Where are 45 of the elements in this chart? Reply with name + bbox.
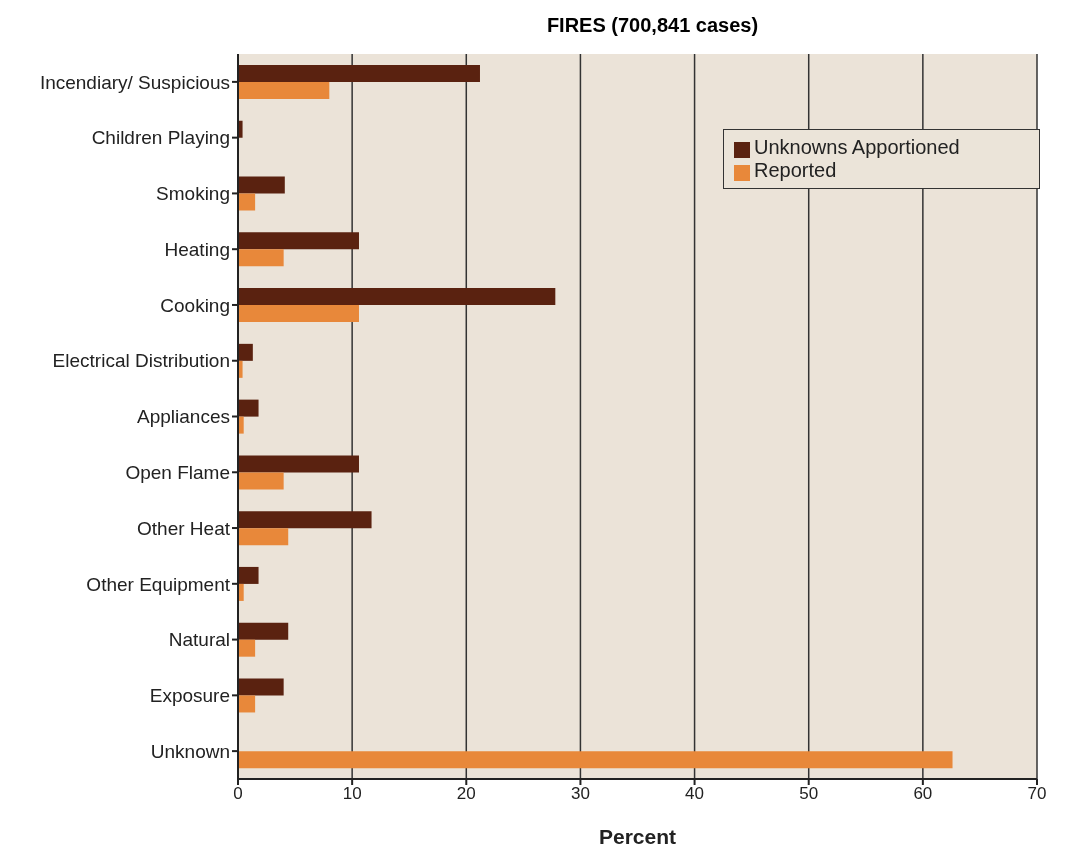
y-tick-label: Electrical Distribution — [52, 350, 230, 372]
x-tick-label: 0 — [233, 784, 243, 804]
bar — [238, 511, 372, 529]
x-tick-label: 10 — [342, 784, 362, 804]
x-axis-title: Percent — [598, 825, 677, 848]
bar — [238, 639, 256, 657]
bar — [238, 678, 284, 696]
y-tick-label: Unknown — [150, 740, 230, 762]
bar — [238, 176, 285, 194]
bar — [238, 472, 284, 490]
bar — [238, 751, 953, 769]
y-tick-label: Appliances — [137, 406, 230, 428]
bar — [238, 232, 359, 250]
y-tick-label: Open Flame — [125, 462, 230, 484]
chart-title: FIRES (700,841 cases) — [545, 13, 760, 38]
y-tick-label: Incendiary/ Suspicious — [39, 71, 230, 93]
legend-label: Reported — [754, 159, 837, 181]
y-tick-label: Other Heat — [137, 517, 231, 539]
bar — [238, 82, 330, 99]
x-tick-label: 50 — [799, 784, 819, 804]
bar — [238, 695, 256, 713]
bar — [238, 249, 284, 267]
y-tick-label: Smoking — [156, 183, 230, 205]
bar — [238, 343, 253, 361]
y-tick-label: Cooking — [160, 294, 230, 316]
x-tick-label: 30 — [570, 784, 590, 804]
y-tick-label: Exposure — [149, 685, 230, 707]
x-tick-label: 70 — [1027, 784, 1047, 804]
y-tick-label: Other Equipment — [86, 573, 231, 595]
y-tick-label: Natural — [168, 629, 230, 651]
bar — [238, 305, 359, 323]
bar — [238, 566, 259, 584]
bar — [238, 288, 556, 306]
legend-label: Unknowns Apportioned — [754, 136, 960, 158]
x-tick-label: 20 — [456, 784, 476, 804]
bar — [238, 622, 289, 640]
bar — [238, 399, 259, 417]
x-tick-label: 40 — [685, 784, 705, 804]
bar — [238, 528, 289, 546]
bar — [238, 65, 480, 82]
y-tick-label: Children Playing — [91, 127, 230, 149]
bar — [238, 193, 256, 211]
y-tick-label: Heating — [164, 238, 230, 260]
x-tick-label: 60 — [913, 784, 933, 804]
bar — [238, 455, 359, 473]
